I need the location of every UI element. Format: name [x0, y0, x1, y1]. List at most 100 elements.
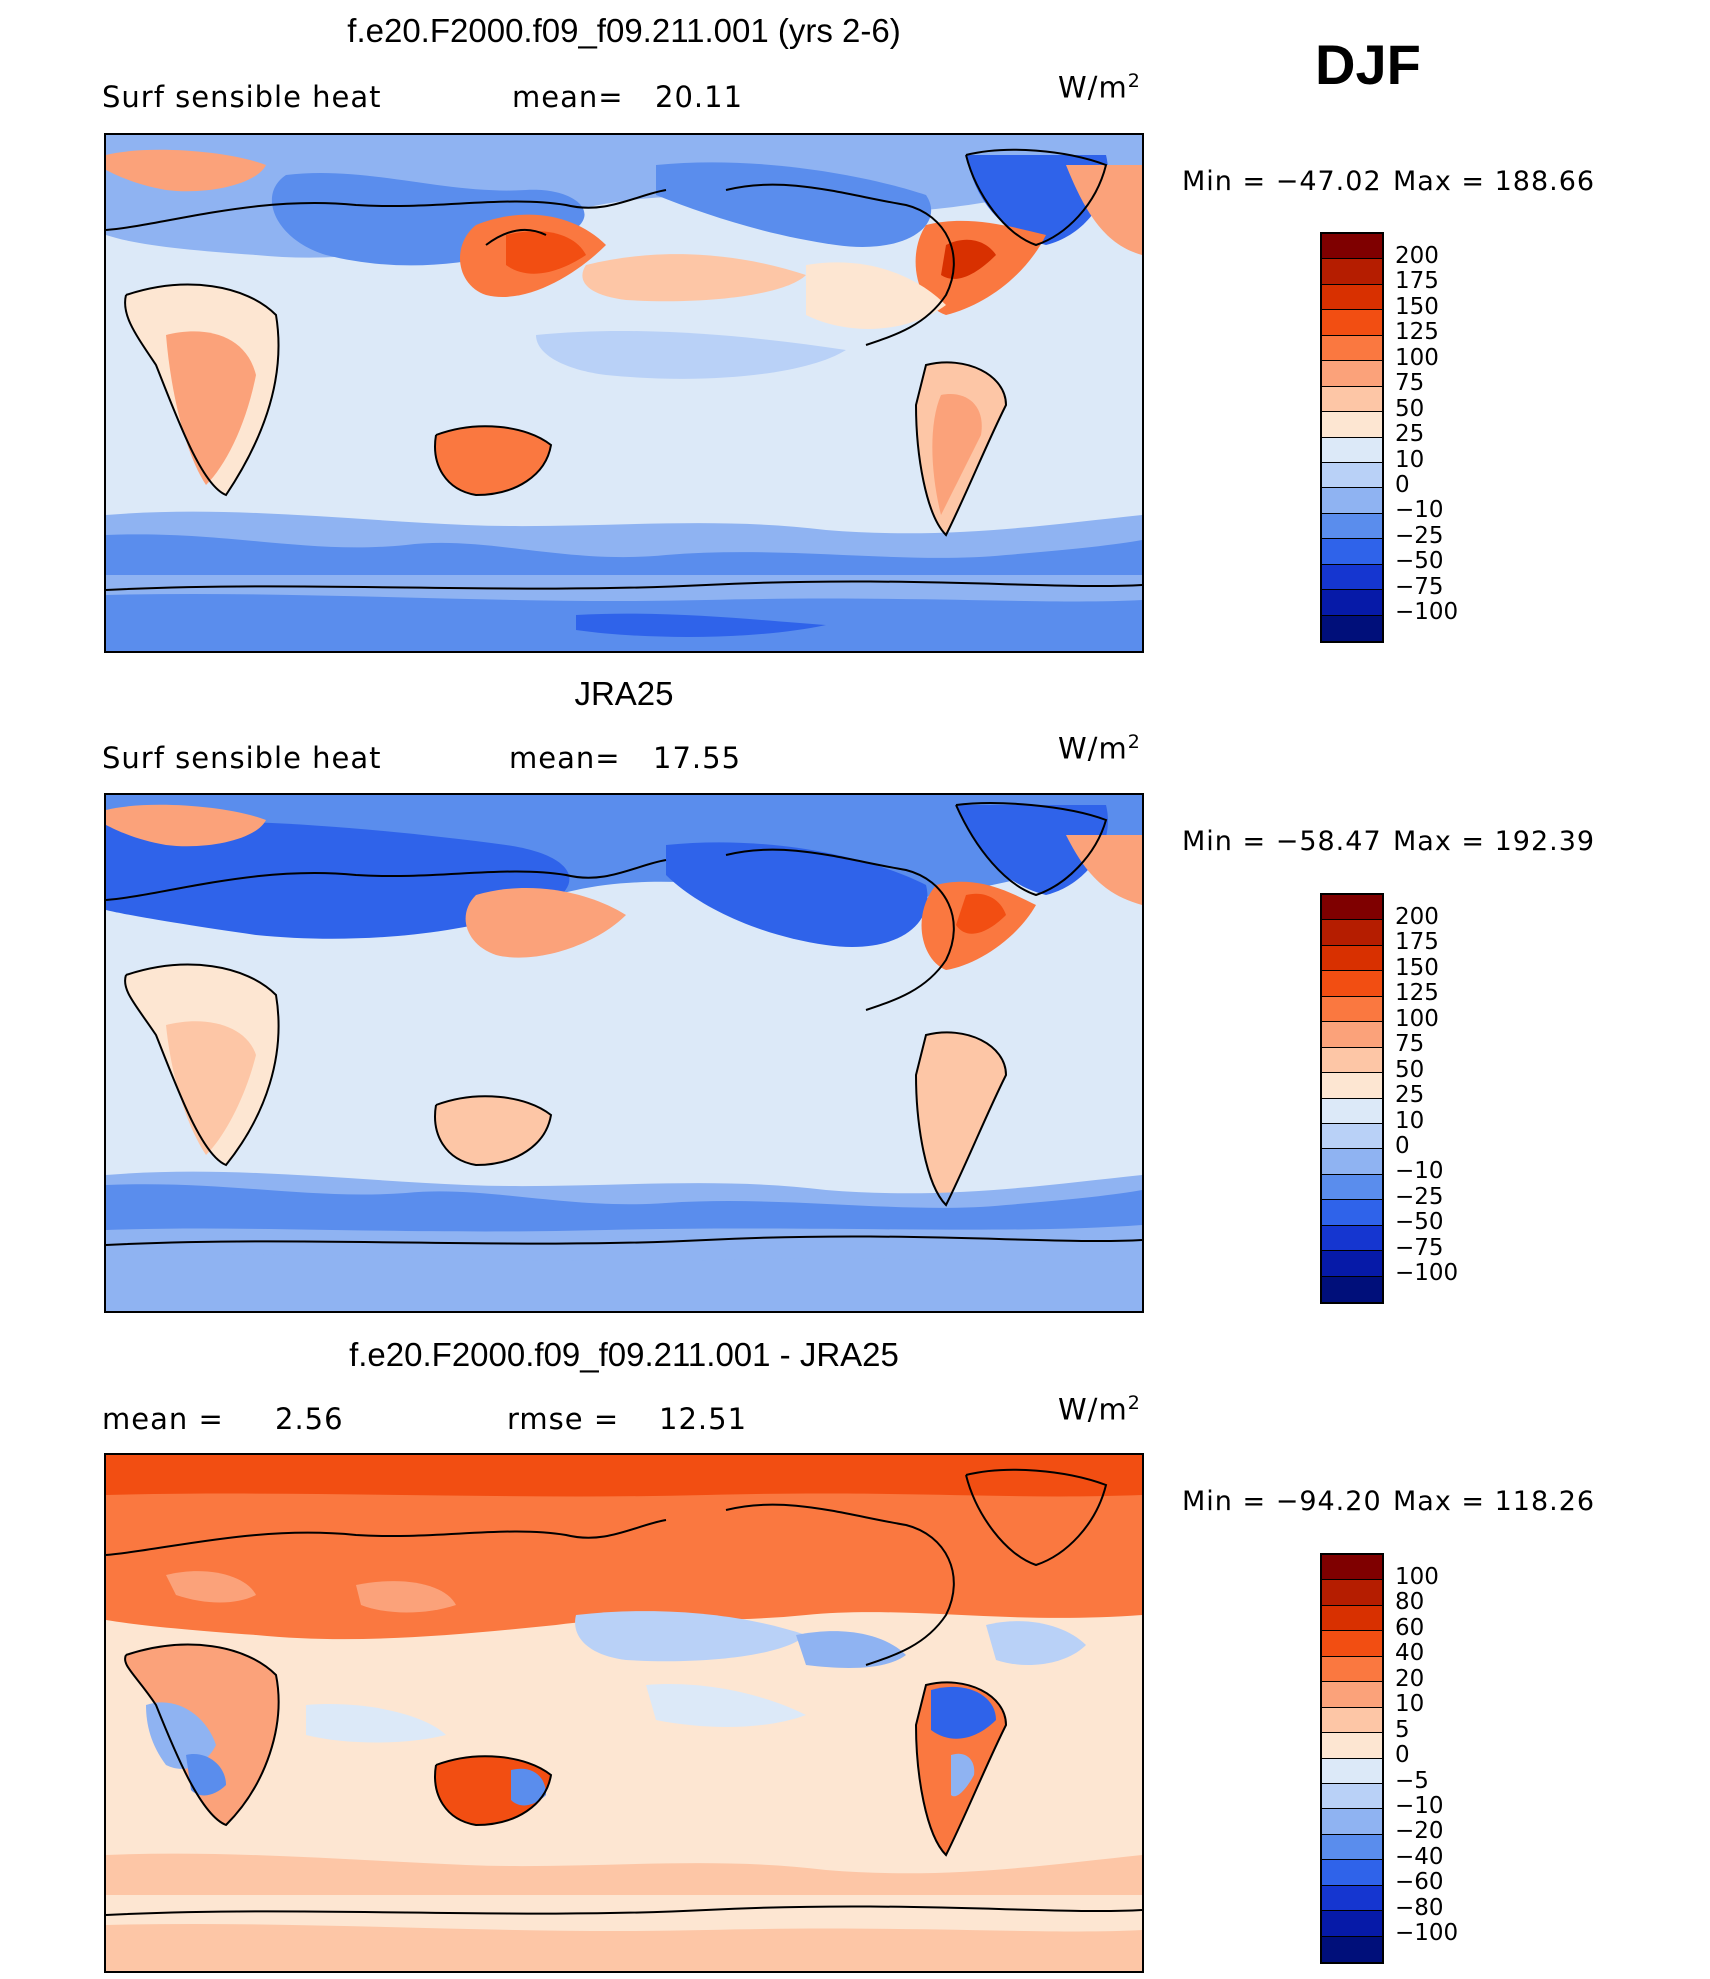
panel-2-colorbar [1320, 893, 1384, 1304]
colorbar-level-label: 50 [1395, 1056, 1425, 1083]
colorbar-swatch [1322, 920, 1382, 946]
colorbar-level-label: 25 [1395, 421, 1425, 448]
colorbar-level-label: 0 [1395, 471, 1410, 498]
panel-1-title: f.e20.F2000.f09_f09.211.001 (yrs 2-6) [347, 12, 901, 49]
panel-3-mean-label: mean = [102, 1402, 224, 1436]
colorbar-level-label: 75 [1395, 1031, 1425, 1058]
colorbar-swatch [1322, 234, 1382, 260]
colorbar-level-label: −100 [1395, 1260, 1459, 1287]
panel-2-map-plot [106, 795, 1142, 1311]
colorbar-level-label: 175 [1395, 929, 1439, 956]
colorbar-level-label: 100 [1395, 344, 1439, 371]
panel-2-max: Max = 192.39 [1393, 826, 1596, 857]
colorbar-level-label: −10 [1395, 1792, 1444, 1819]
colorbar-swatch [1322, 1022, 1382, 1048]
colorbar-level-label: 100 [1395, 1005, 1439, 1032]
panel-1-mean-value: 20.11 [655, 80, 744, 114]
panel-1-map-plot [106, 135, 1142, 651]
panel-1-max: Max = 188.66 [1393, 166, 1596, 197]
colorbar-level-label: 50 [1395, 395, 1425, 422]
colorbar-swatch [1322, 564, 1382, 591]
colorbar-level-label: −50 [1395, 1209, 1444, 1236]
colorbar-swatch [1322, 1809, 1382, 1835]
colorbar-level-label: −10 [1395, 1158, 1444, 1185]
panel-3-colorbar-labels: 100 80 60 40 20 10 5 0 −5 −10 −20 −40 −60 −80 −100 [1395, 1564, 1459, 1947]
colorbar-swatch [1322, 895, 1382, 921]
panel-1-min: Min = −47.02 [1182, 166, 1382, 197]
colorbar-swatch [1322, 259, 1382, 285]
colorbar-level-label: 20 [1395, 1665, 1425, 1692]
colorbar-swatch [1322, 1911, 1382, 1937]
colorbar-swatch [1322, 539, 1382, 565]
panel-3-map [104, 1453, 1144, 1973]
colorbar-level-label: 0 [1395, 1742, 1410, 1769]
panel-2-mean-value: 17.55 [653, 741, 742, 775]
panel-3-rmse-value: 12.51 [659, 1402, 748, 1436]
colorbar-swatch [1322, 335, 1382, 362]
colorbar-swatch [1322, 1656, 1382, 1683]
colorbar-swatch [1322, 1276, 1382, 1302]
panel-1-map [104, 133, 1144, 653]
colorbar-level-label: −100 [1395, 1920, 1459, 1947]
colorbar-level-label: 10 [1395, 446, 1425, 473]
colorbar-swatch [1322, 615, 1382, 641]
panel-1-colorbar [1320, 232, 1384, 643]
colorbar-swatch [1322, 1707, 1382, 1734]
colorbar-level-label: 150 [1395, 293, 1439, 320]
colorbar-swatch [1322, 1098, 1382, 1124]
colorbar-swatch [1322, 945, 1382, 972]
panel-1-mean-label: mean= [512, 80, 624, 114]
colorbar-level-label: −10 [1395, 497, 1444, 524]
colorbar-level-label: 150 [1395, 954, 1439, 981]
panel-3-map-plot [106, 1455, 1142, 1971]
colorbar-level-label: 75 [1395, 370, 1425, 397]
panel-3-rmse-label: rmse = [507, 1402, 620, 1436]
colorbar-swatch [1322, 412, 1382, 438]
colorbar-level-label: 80 [1395, 1589, 1425, 1616]
colorbar-swatch [1322, 1758, 1382, 1784]
colorbar-swatch [1322, 1885, 1382, 1912]
colorbar-level-label: −20 [1395, 1818, 1444, 1845]
colorbar-swatch [1322, 310, 1382, 336]
panel-2-units: W/m2 [1058, 731, 1141, 766]
colorbar-level-label: −5 [1395, 1767, 1429, 1794]
colorbar-swatch [1322, 1682, 1382, 1708]
panel-3-title: f.e20.F2000.f09_f09.211.001 - JRA25 [349, 1336, 899, 1373]
colorbar-swatch [1322, 488, 1382, 514]
colorbar-level-label: 5 [1395, 1716, 1410, 1743]
colorbar-swatch [1322, 1605, 1382, 1632]
colorbar-level-label: −60 [1395, 1869, 1444, 1896]
colorbar-swatch [1322, 996, 1382, 1023]
colorbar-level-label: 125 [1395, 980, 1439, 1007]
panel-2-colorbar-labels: 200 175 150 125 100 75 50 25 10 0 −10 −25 −50 −75 −100 [1395, 904, 1459, 1287]
colorbar-swatch [1322, 462, 1382, 489]
panel-3-colorbar [1320, 1553, 1384, 1964]
colorbar-swatch [1322, 1580, 1382, 1606]
colorbar-level-label: −40 [1395, 1843, 1444, 1870]
colorbar-swatch [1322, 284, 1382, 311]
colorbar-swatch [1322, 590, 1382, 616]
colorbar-swatch [1322, 437, 1382, 463]
panel-1-variable-label: Surf sensible heat [102, 80, 382, 114]
panel-2-mean-label: mean= [509, 741, 621, 775]
colorbar-level-label: −25 [1395, 522, 1444, 549]
colorbar-level-label: 200 [1395, 904, 1439, 930]
panel-2-min: Min = −58.47 [1182, 826, 1382, 857]
colorbar-level-label: 40 [1395, 1640, 1425, 1667]
panel-2-title: JRA25 [574, 675, 674, 712]
colorbar-swatch [1322, 1200, 1382, 1226]
colorbar-level-label: 25 [1395, 1082, 1425, 1109]
colorbar-swatch [1322, 971, 1382, 997]
colorbar-level-label: −100 [1395, 599, 1459, 626]
colorbar-swatch [1322, 1123, 1382, 1150]
colorbar-level-label: −80 [1395, 1894, 1444, 1921]
panel-2-variable-label: Surf sensible heat [102, 741, 382, 775]
colorbar-level-label: 10 [1395, 1107, 1425, 1134]
colorbar-swatch [1322, 361, 1382, 387]
colorbar-swatch [1322, 1225, 1382, 1252]
colorbar-level-label: 100 [1395, 1564, 1439, 1590]
panel-3-max: Max = 118.26 [1393, 1486, 1596, 1517]
panel-1-colorbar-labels: 200 175 150 125 100 75 50 25 10 0 −10 −25 −50 −75 −100 [1395, 243, 1459, 626]
colorbar-swatch [1322, 1174, 1382, 1201]
colorbar-swatch [1322, 1783, 1382, 1810]
